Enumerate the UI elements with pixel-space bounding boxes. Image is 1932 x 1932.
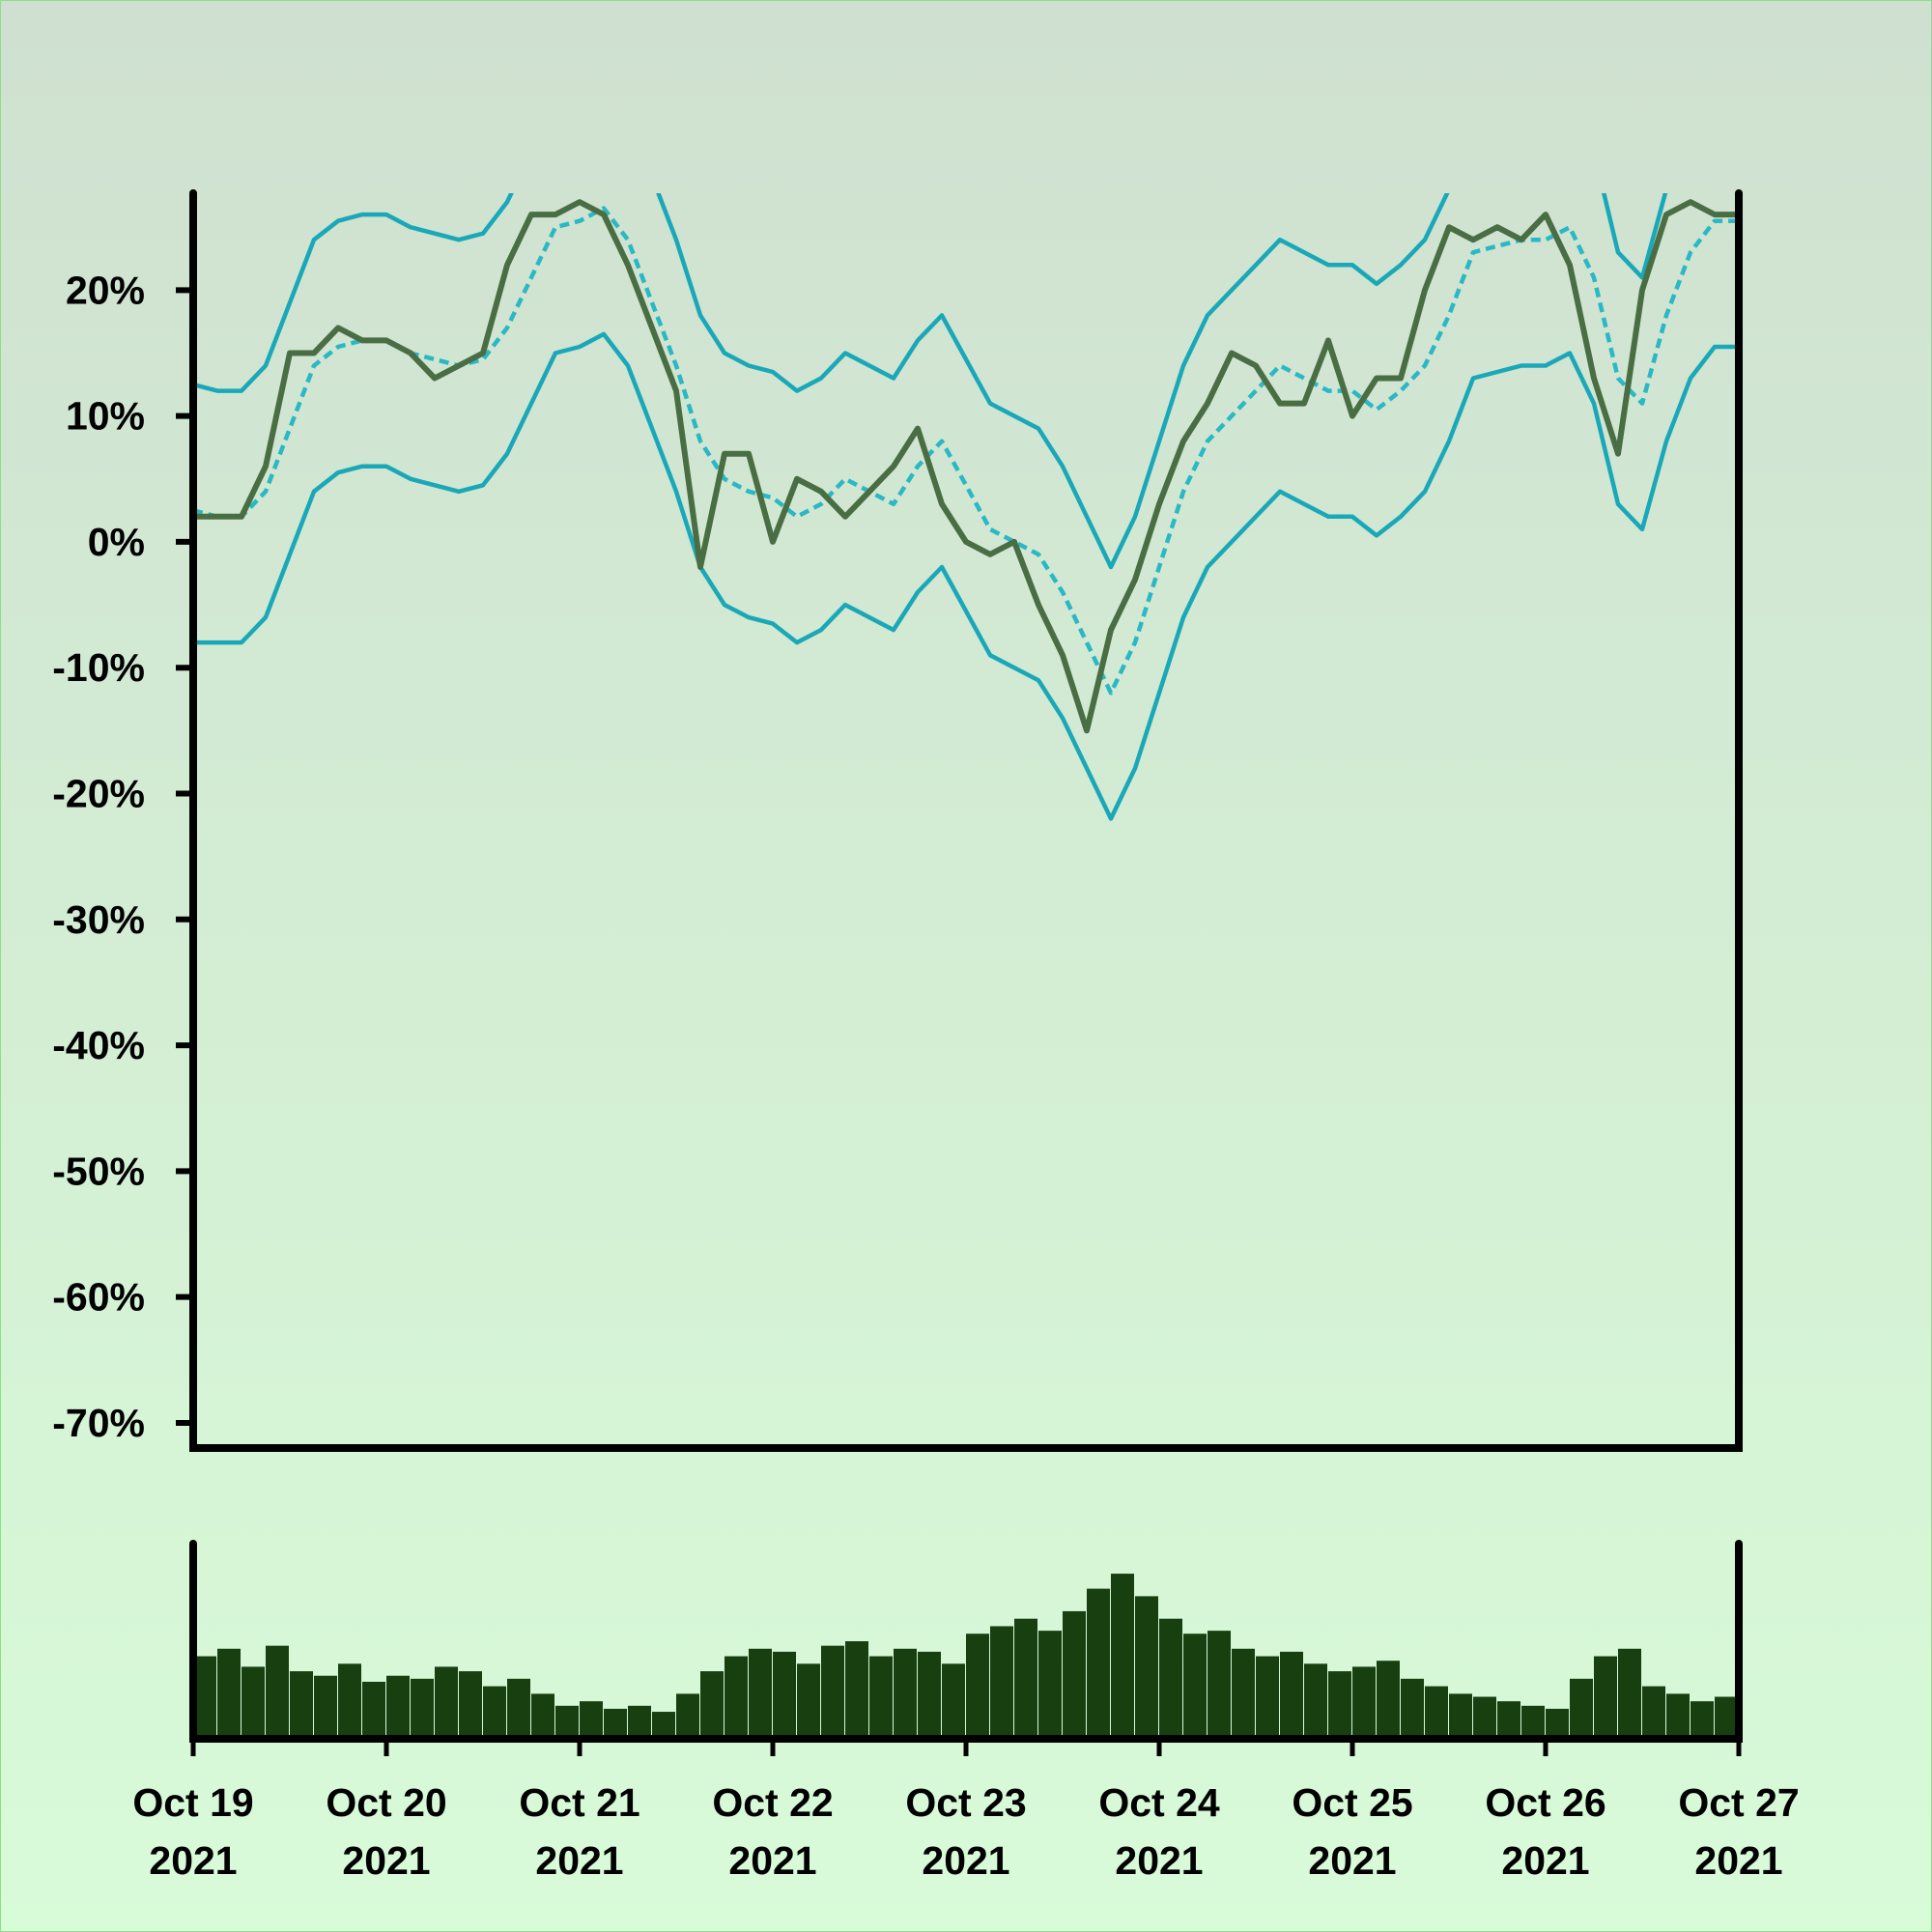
y-tick-label: -60% — [52, 1275, 145, 1320]
volume-bar — [1377, 1661, 1400, 1739]
volume-bar — [1256, 1656, 1279, 1739]
x-tick-label: Oct 26 2021 — [1485, 1780, 1605, 1883]
volume-bar — [821, 1645, 844, 1739]
volume-bar — [1087, 1588, 1110, 1739]
x-tick-label: Oct 22 2021 — [712, 1780, 833, 1883]
band-line — [193, 331, 1739, 821]
y-tick-label: -50% — [52, 1149, 145, 1193]
volume-bar — [918, 1651, 941, 1739]
volume-bar — [966, 1634, 989, 1739]
volume-bar — [1352, 1666, 1376, 1739]
plot-area — [193, 193, 1739, 821]
x-tick-label: Oct 23 2021 — [905, 1780, 1026, 1883]
volume-bar — [1497, 1701, 1520, 1739]
volume-bar — [362, 1681, 385, 1739]
x-tick-label: Oct 25 2021 — [1292, 1780, 1412, 1883]
y-tick-label: 0% — [88, 520, 145, 564]
volume-bar — [604, 1708, 627, 1739]
y-tick-label: -10% — [52, 645, 145, 690]
volume-bar — [290, 1671, 313, 1739]
volume-bar — [942, 1663, 965, 1739]
volume-bar — [1232, 1648, 1255, 1739]
volume-bar — [724, 1656, 748, 1739]
volume-bar — [894, 1648, 917, 1739]
volume-bar — [1304, 1663, 1327, 1739]
volume-bar — [1208, 1631, 1231, 1739]
volume-bar — [1135, 1596, 1158, 1739]
volume-bar — [1473, 1696, 1496, 1739]
y-tick-label: 10% — [66, 394, 145, 439]
volume-bar — [580, 1701, 603, 1739]
price-line — [193, 199, 1739, 734]
volume-bar — [1546, 1708, 1569, 1739]
volume-bar — [217, 1648, 241, 1739]
x-tick-label: Oct 21 2021 — [519, 1780, 639, 1883]
x-tick-label: Oct 20 2021 — [326, 1780, 446, 1883]
x-tick-label: Oct 27 2021 — [1678, 1780, 1799, 1883]
volume-bar — [1183, 1634, 1207, 1739]
y-tick-label: -30% — [52, 897, 145, 942]
volume-bar — [555, 1705, 579, 1739]
volume-bar — [869, 1656, 893, 1739]
volume-bar — [749, 1648, 772, 1739]
volume-area — [193, 1574, 1738, 1739]
volume-bar — [266, 1645, 289, 1739]
volume-bar — [797, 1663, 820, 1739]
volume-bar — [1111, 1574, 1134, 1739]
volume-bar — [845, 1641, 868, 1739]
volume-bar — [531, 1693, 554, 1739]
y-tick-label: -20% — [52, 771, 145, 815]
volume-bar — [628, 1705, 651, 1739]
y-tick-label: -70% — [52, 1401, 145, 1445]
volume-bar — [1038, 1631, 1062, 1739]
volume-bar — [1449, 1693, 1472, 1739]
volume-bar — [1642, 1686, 1665, 1739]
volume-bar — [1063, 1610, 1086, 1739]
plot-frame — [189, 189, 1743, 1452]
volume-bar — [700, 1671, 724, 1739]
volume-bar — [411, 1678, 434, 1739]
volume-bar — [676, 1693, 699, 1739]
volume-bar — [1618, 1648, 1641, 1739]
volume-bar — [1159, 1618, 1182, 1739]
x-tick-label: Oct 24 2021 — [1098, 1780, 1220, 1883]
volume-bar — [338, 1663, 361, 1739]
volume-bar — [990, 1626, 1013, 1739]
volume-bar — [1328, 1671, 1351, 1739]
volume-bar — [1715, 1696, 1738, 1739]
volume-bar — [386, 1675, 410, 1739]
volume-bar — [1594, 1656, 1617, 1739]
volume-bar — [1280, 1651, 1303, 1739]
volume-bar — [507, 1678, 530, 1739]
volume-bar — [435, 1666, 458, 1739]
volume-bar — [1690, 1701, 1714, 1739]
x-tick-label: Oct 19 2021 — [132, 1780, 253, 1883]
volume-bar — [1666, 1693, 1690, 1739]
band-line — [193, 193, 1668, 570]
volume-bar — [1425, 1686, 1448, 1739]
volume-bar — [1401, 1678, 1424, 1739]
volume-bar — [1014, 1618, 1037, 1739]
volume-bar — [314, 1675, 337, 1739]
y-tick-label: 20% — [66, 268, 145, 312]
volume-bar — [652, 1712, 675, 1739]
volume-bar — [1521, 1705, 1545, 1739]
volume-bar — [242, 1666, 265, 1739]
volume-bar — [459, 1671, 482, 1739]
volume-bar — [1570, 1678, 1593, 1739]
volume-bar — [483, 1686, 506, 1739]
volume-bar — [773, 1651, 796, 1739]
y-tick-label: -40% — [52, 1023, 145, 1067]
